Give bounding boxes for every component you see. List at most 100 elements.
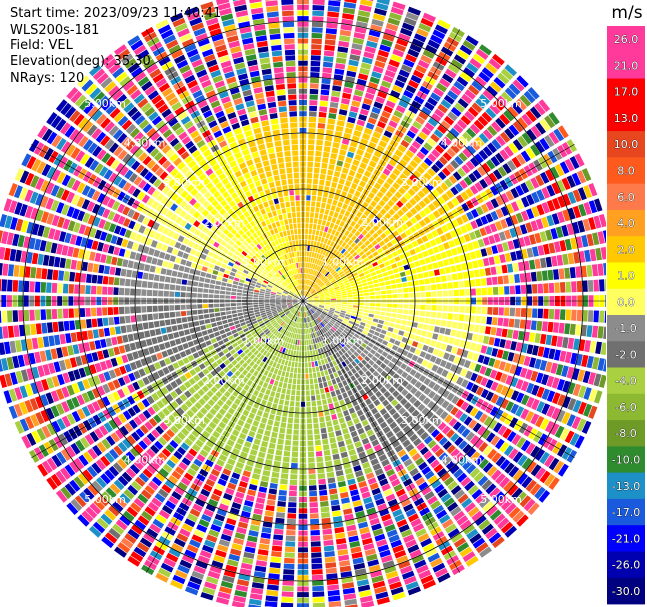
velocity-gate [582,310,588,322]
velocity-gate [357,218,364,226]
velocity-gate [356,579,370,587]
velocity-gate [365,122,375,130]
velocity-gate [275,375,281,381]
velocity-gate [564,158,575,172]
velocity-gate [316,201,321,208]
velocity-gate [339,314,345,318]
velocity-gate [384,229,391,236]
velocity-gate [195,344,202,351]
velocity-gate [239,318,245,323]
velocity-gate [403,503,414,513]
velocity-gate [554,425,565,439]
velocity-gate [276,506,286,513]
velocity-gate [475,249,482,259]
velocity-gate [556,379,565,391]
velocity-gate [312,597,325,603]
velocity-gate [336,543,348,550]
velocity-gate [79,491,91,504]
velocity-gate [339,196,345,203]
velocity-gate [237,309,243,313]
velocity-gate [329,385,334,392]
velocity-gate [181,317,188,323]
velocity-gate [472,422,482,433]
velocity-gate [66,384,75,396]
velocity-gate [307,294,312,298]
velocity-gate [368,374,376,381]
velocity-gate [465,222,473,232]
velocity-gate [320,314,325,319]
velocity-gate [284,336,288,342]
velocity-gate [444,328,451,336]
velocity-gate [353,177,360,185]
velocity-gate [379,173,388,181]
velocity-gate [436,283,442,290]
velocity-gate [367,352,374,359]
velocity-gate [332,315,338,320]
velocity-gate [234,345,241,352]
velocity-gate [481,523,494,535]
velocity-gate [19,401,29,415]
velocity-gate [224,444,233,452]
velocity-gate [281,416,287,423]
velocity-gate [481,306,488,315]
velocity-gate [258,404,265,411]
velocity-gate [469,251,477,260]
velocity-gate [97,318,103,327]
velocity-gate [242,355,249,362]
velocity-gate [446,429,455,439]
velocity-gate [255,433,263,440]
velocity-gate [298,305,301,311]
velocity-gate [378,454,388,462]
velocity-gate [316,309,322,314]
velocity-gate [429,318,436,325]
velocity-gate [169,311,176,318]
velocity-gate [507,106,519,118]
velocity-gate [368,81,379,90]
velocity-gate [403,575,417,585]
velocity-gate [392,182,401,190]
velocity-gate [238,480,248,488]
velocity-gate [293,316,297,322]
velocity-gate [2,326,9,339]
velocity-gate [471,80,484,92]
velocity-gate [361,366,368,373]
velocity-gate [520,308,527,318]
velocity-gate [332,236,338,242]
velocity-gate [66,398,75,411]
velocity-gate [307,446,314,452]
velocity-gate [520,380,529,392]
velocity-gate [304,290,306,296]
velocity-gate [374,265,380,271]
velocity-gate [512,262,519,272]
velocity-gate [402,282,408,288]
velocity-gate [86,466,98,478]
velocity-gate [410,377,418,386]
velocity-gate [399,342,406,349]
velocity-gate [451,273,458,281]
velocity-gate [352,557,364,565]
velocity-gate [325,281,331,285]
velocity-gate [459,71,472,83]
velocity-gate [308,128,316,134]
velocity-gate [290,468,298,474]
velocity-gate [567,191,577,204]
velocity-gate [204,539,216,548]
velocity-gate [191,570,205,580]
velocity-gate [381,80,392,89]
velocity-gate [382,168,391,176]
velocity-gate [396,248,404,255]
velocity-gate [349,394,356,402]
velocity-gate [284,377,289,383]
velocity-gate [386,64,398,73]
velocity-gate [314,313,318,318]
velocity-gate [322,523,332,530]
velocity-gate [266,499,276,506]
velocity-gate [437,19,451,30]
velocity-gate [504,229,512,240]
velocity-gate [347,302,353,305]
velocity-gate [306,195,311,201]
velocity-gate [24,324,31,336]
velocity-gate [367,477,377,485]
velocity-gate [311,49,322,56]
velocity-gate [603,326,606,339]
